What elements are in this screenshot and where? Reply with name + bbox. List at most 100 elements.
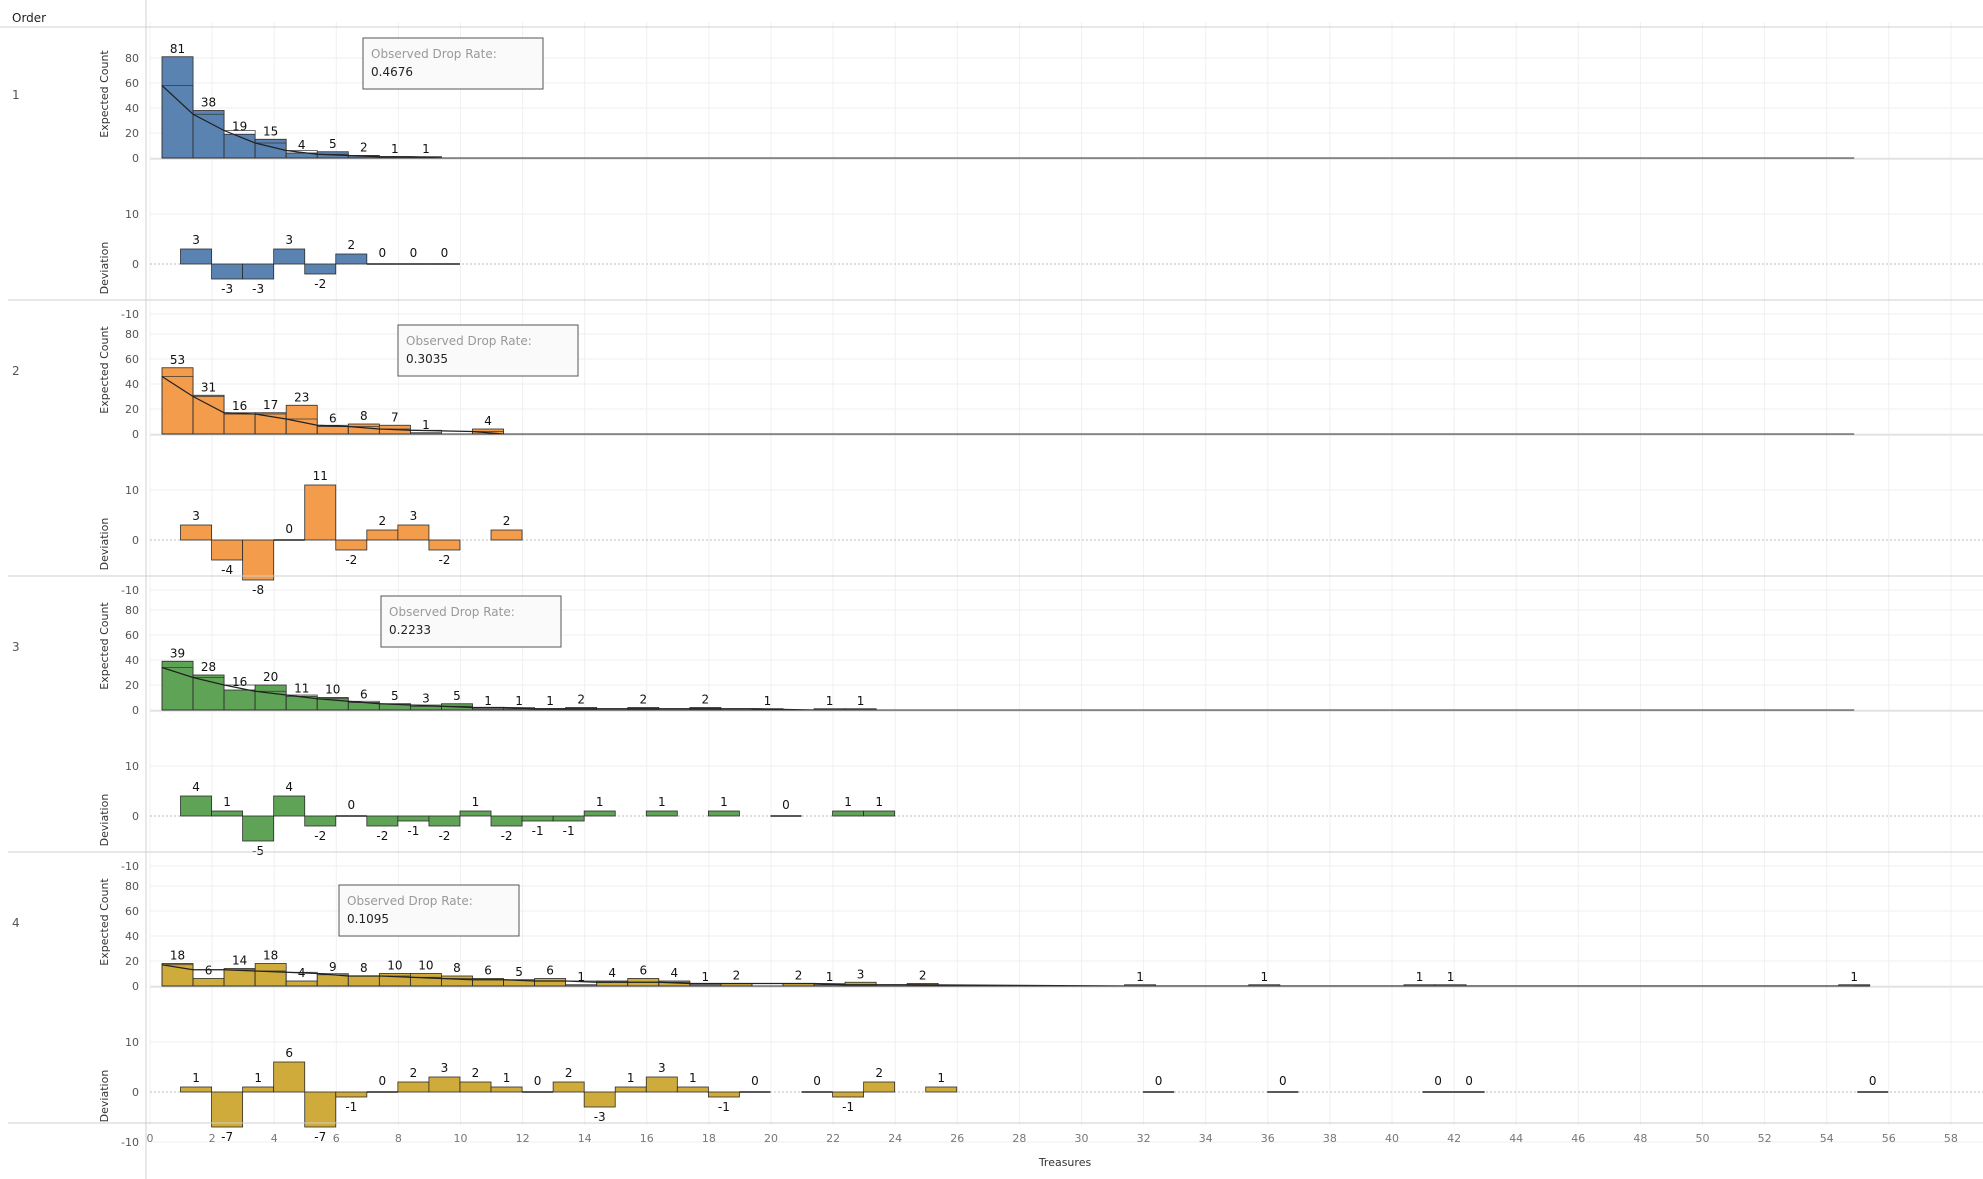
- deviation-bar[interactable]: [180, 524, 212, 541]
- deviation-bar[interactable]: [832, 1091, 865, 1098]
- x-tick-label: 8: [395, 1132, 402, 1145]
- observed-bar[interactable]: [192, 394, 225, 435]
- order-label: 3: [12, 640, 20, 654]
- observed-bar[interactable]: [192, 110, 225, 159]
- count-value-label: 6: [360, 688, 368, 702]
- deviation-bar[interactable]: [645, 810, 678, 817]
- observed-bar[interactable]: [192, 674, 225, 711]
- deviation-bar[interactable]: [211, 539, 244, 561]
- deviation-value-label: 2: [875, 1066, 883, 1080]
- deviation-bar[interactable]: [459, 1081, 492, 1093]
- deviation-bar[interactable]: [583, 1091, 616, 1108]
- deviation-bar[interactable]: [366, 529, 399, 541]
- deviation-bar[interactable]: [273, 248, 306, 265]
- deviation-bar[interactable]: [273, 1061, 306, 1093]
- observed-bar[interactable]: [285, 980, 318, 987]
- deviation-bar[interactable]: [242, 1086, 275, 1093]
- deviation-bar[interactable]: [335, 539, 368, 551]
- count-value-label: 31: [201, 380, 216, 394]
- count-value-label: 1: [391, 142, 399, 156]
- deviation-bar[interactable]: [242, 815, 275, 842]
- order-label: 4: [12, 916, 20, 930]
- deviation-bar[interactable]: [304, 1091, 337, 1128]
- observed-bar[interactable]: [347, 975, 380, 987]
- deviation-bar[interactable]: [614, 1086, 647, 1093]
- deviation-bar[interactable]: [211, 263, 244, 280]
- count-value-label: 2: [795, 969, 803, 983]
- deviation-value-label: -2: [501, 829, 513, 843]
- observed-bar[interactable]: [534, 978, 567, 987]
- observed-bar[interactable]: [409, 705, 442, 711]
- deviation-bar[interactable]: [490, 1086, 523, 1093]
- deviation-bar[interactable]: [707, 1091, 740, 1098]
- deviation-bar[interactable]: [366, 815, 399, 827]
- observed-bar[interactable]: [161, 56, 194, 159]
- deviation-value-label: 0: [1465, 1074, 1473, 1088]
- deviation-value-label: 0: [347, 798, 355, 812]
- observed-bar[interactable]: [409, 973, 442, 987]
- observed-bar[interactable]: [254, 138, 287, 159]
- deviation-value-label: 1: [254, 1071, 262, 1085]
- count-tick-label: 60: [125, 77, 139, 90]
- observed-bar[interactable]: [223, 689, 256, 711]
- deviation-bar[interactable]: [645, 1076, 678, 1093]
- deviation-bar[interactable]: [180, 1086, 212, 1093]
- deviation-bar[interactable]: [490, 529, 523, 541]
- observed-bar[interactable]: [223, 413, 256, 435]
- deviation-bar[interactable]: [211, 810, 244, 817]
- observed-bar[interactable]: [378, 973, 411, 987]
- deviation-bar[interactable]: [428, 1076, 461, 1093]
- deviation-bar[interactable]: [428, 539, 461, 551]
- observed-bar[interactable]: [254, 684, 287, 711]
- deviation-bar[interactable]: [676, 1086, 709, 1093]
- deviation-value-label: 3: [192, 233, 200, 247]
- deviation-bar[interactable]: [707, 810, 740, 817]
- static-layer: Order: [12, 11, 46, 25]
- deviation-bar[interactable]: [925, 1086, 958, 1093]
- deviation-bar[interactable]: [521, 815, 554, 822]
- deviation-bar[interactable]: [552, 815, 585, 822]
- deviation-value-label: 0: [751, 1074, 759, 1088]
- observed-bar[interactable]: [441, 975, 473, 987]
- x-tick-label: 0: [147, 1132, 154, 1145]
- deviation-bar[interactable]: [552, 1081, 585, 1093]
- deviation-bar[interactable]: [397, 524, 430, 541]
- deviation-bar[interactable]: [304, 484, 337, 541]
- count-tick-label: 60: [125, 905, 139, 918]
- observed-bar[interactable]: [223, 133, 256, 159]
- deviation-bar[interactable]: [211, 1091, 244, 1128]
- deviation-bar[interactable]: [335, 253, 368, 265]
- deviation-value-label: -1: [532, 824, 544, 838]
- observed-bar[interactable]: [254, 963, 287, 987]
- deviation-bar[interactable]: [428, 815, 461, 827]
- deviation-bar[interactable]: [397, 1081, 430, 1093]
- deviation-bar[interactable]: [335, 1091, 368, 1098]
- deviation-value-label: 1: [689, 1071, 697, 1085]
- deviation-value-label: 2: [379, 514, 387, 528]
- deviation-bar[interactable]: [242, 263, 275, 280]
- deviation-bar[interactable]: [180, 795, 212, 817]
- count-value-label: 16: [232, 675, 247, 689]
- deviation-bar[interactable]: [242, 539, 275, 581]
- deviation-bar[interactable]: [273, 795, 306, 817]
- deviation-bar[interactable]: [397, 815, 430, 822]
- observed-bar[interactable]: [316, 974, 349, 987]
- observed-bar[interactable]: [316, 426, 349, 435]
- deviation-bar[interactable]: [490, 815, 523, 827]
- observed-bar[interactable]: [161, 367, 194, 435]
- deviation-bar[interactable]: [583, 810, 616, 817]
- deviation-value-label: 0: [782, 798, 790, 812]
- deviation-bar[interactable]: [832, 810, 865, 817]
- deviation-bar[interactable]: [863, 1081, 896, 1093]
- observed-bar[interactable]: [192, 978, 225, 987]
- observed-bar[interactable]: [844, 981, 877, 987]
- deviation-bar[interactable]: [863, 810, 896, 817]
- deviation-value-label: 2: [503, 514, 511, 528]
- deviation-bar[interactable]: [304, 263, 337, 275]
- count-value-label: 23: [294, 390, 309, 404]
- deviation-bar[interactable]: [304, 815, 337, 827]
- count-value-label: 1: [1260, 970, 1268, 984]
- deviation-bar[interactable]: [459, 810, 492, 817]
- deviation-bar[interactable]: [180, 248, 212, 265]
